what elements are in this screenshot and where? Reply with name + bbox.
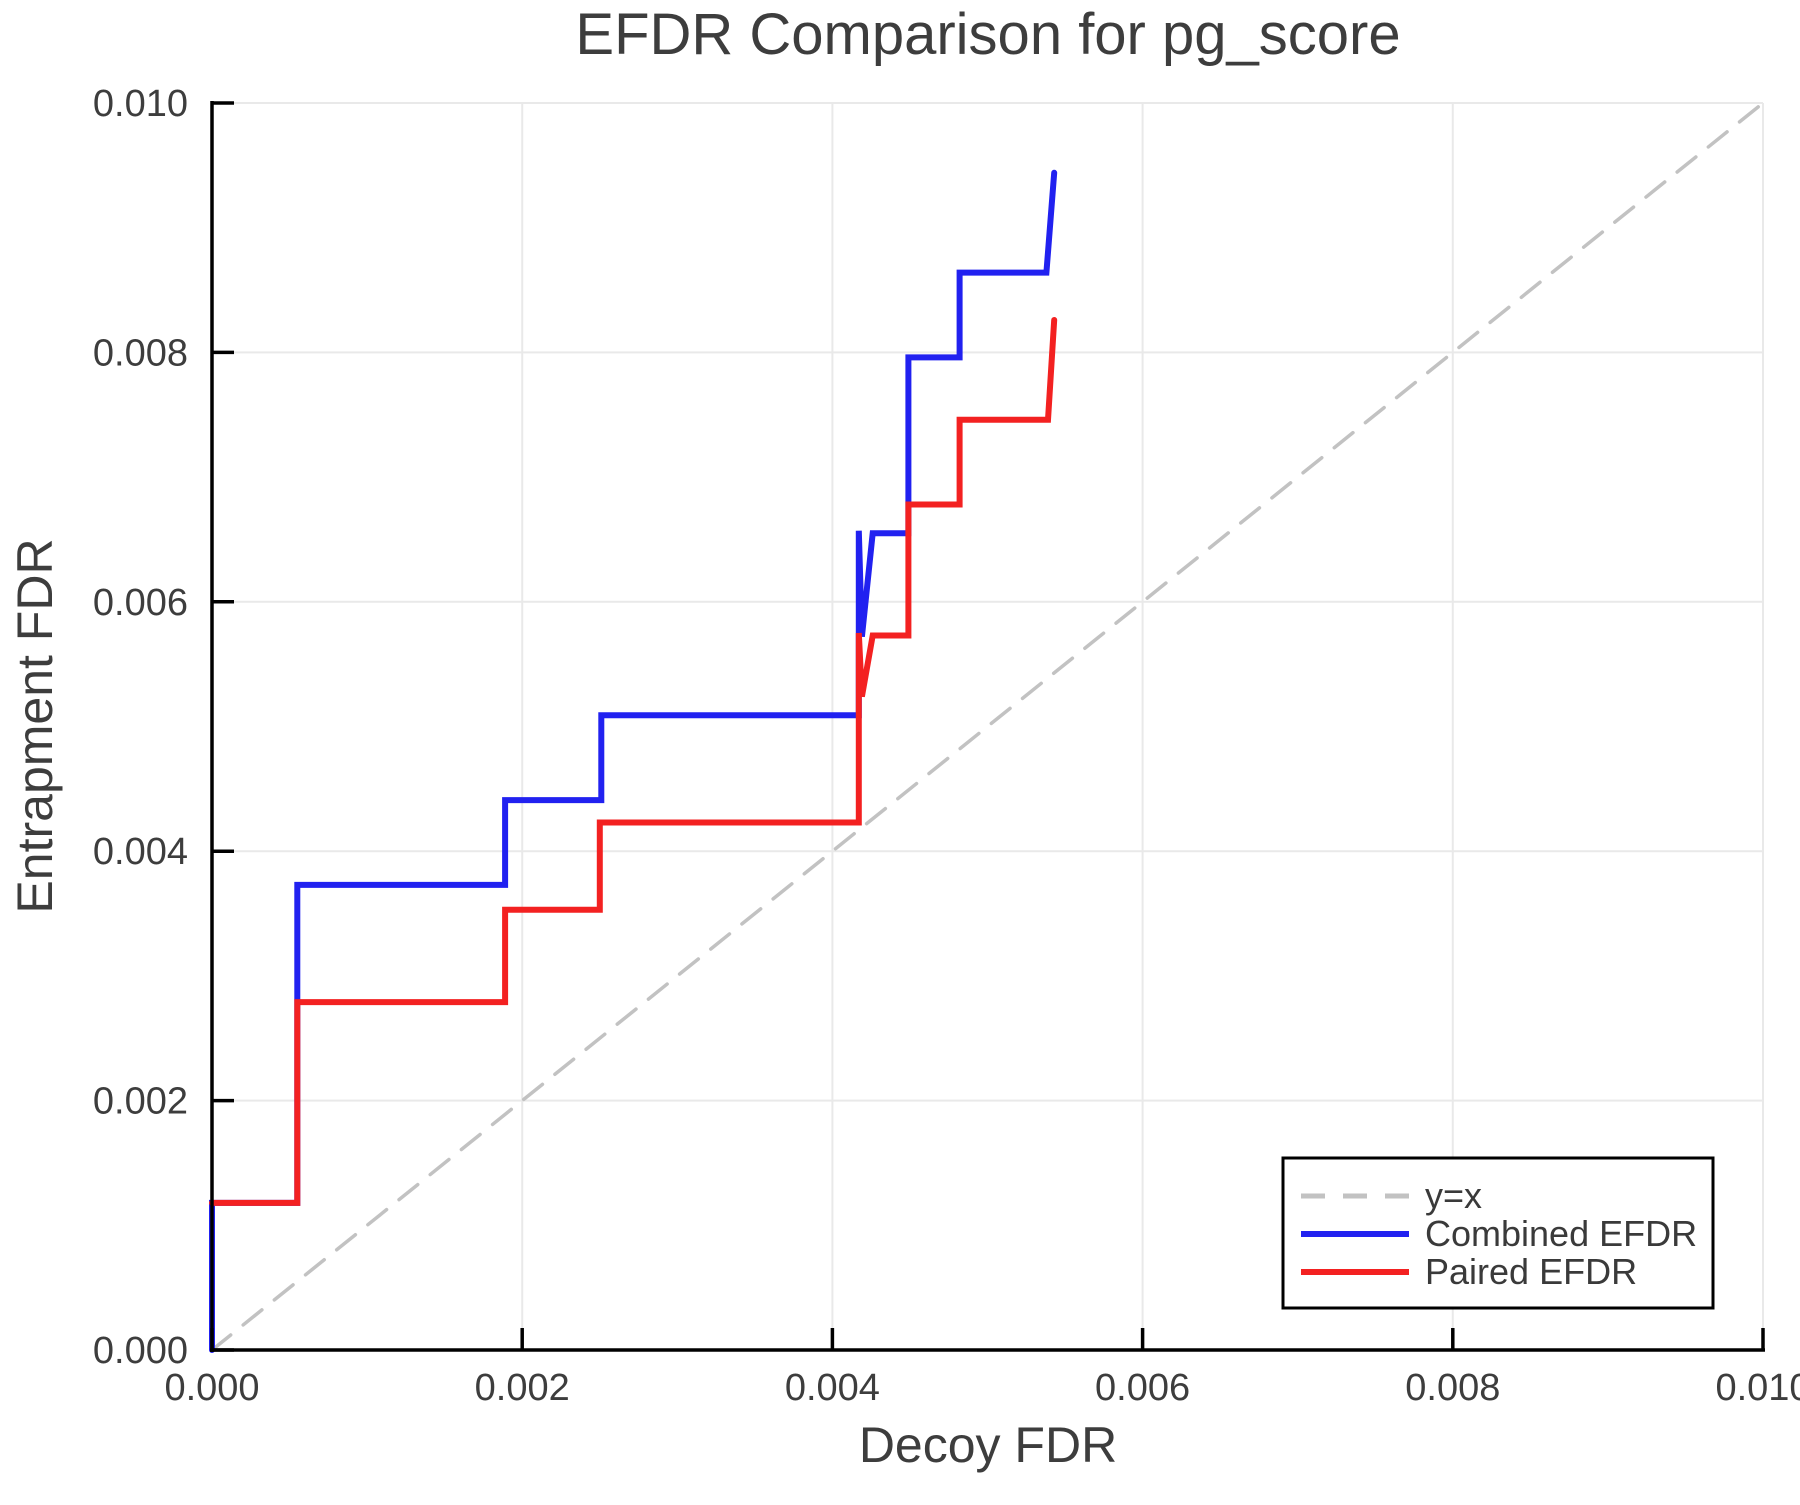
series-line-combined-efdr [209,169,1058,1353]
y-axis-label: Entrapment FDR [7,538,63,913]
y-tick-label: 0.008 [93,332,188,374]
y-tick-label: 0.010 [93,83,188,125]
x-axis-label: Decoy FDR [859,1417,1117,1473]
x-tick-label: 0.010 [1715,1367,1800,1409]
x-tick-label: 0.006 [1095,1367,1190,1409]
chart-title: EFDR Comparison for pg_score [575,2,1400,67]
series-lines [209,101,1765,1353]
y-tick-label: 0.004 [93,831,188,873]
x-tick-label: 0.002 [475,1367,570,1409]
y-tick-label: 0.006 [93,582,188,624]
series-line-y-x [210,101,1765,1352]
legend-label-combined-efdr: Combined EFDR [1425,1213,1697,1254]
axis-ticks [210,101,1765,1352]
axes: 0.000 0.002 0.004 0.006 0.008 0.010 0.000 0.002… [93,83,1800,1409]
y-tick-label: 0.002 [93,1081,188,1123]
series-line-paired-efdr [209,317,1058,1206]
x-tick-label: 0.008 [1405,1367,1500,1409]
axis-tick-labels: 0.000 0.002 0.004 0.006 0.008 0.010 0.000 0.002… [93,83,1800,1409]
legend: y=x Combined EFDR Paired EFDR [1281,1156,1715,1310]
y-tick-label: 0.000 [93,1330,188,1372]
legend-label-yx: y=x [1425,1175,1482,1216]
legend-label-paired-efdr: Paired EFDR [1425,1251,1637,1292]
x-tick-label: 0.004 [785,1367,880,1409]
x-tick-label: 0.000 [164,1367,259,1409]
